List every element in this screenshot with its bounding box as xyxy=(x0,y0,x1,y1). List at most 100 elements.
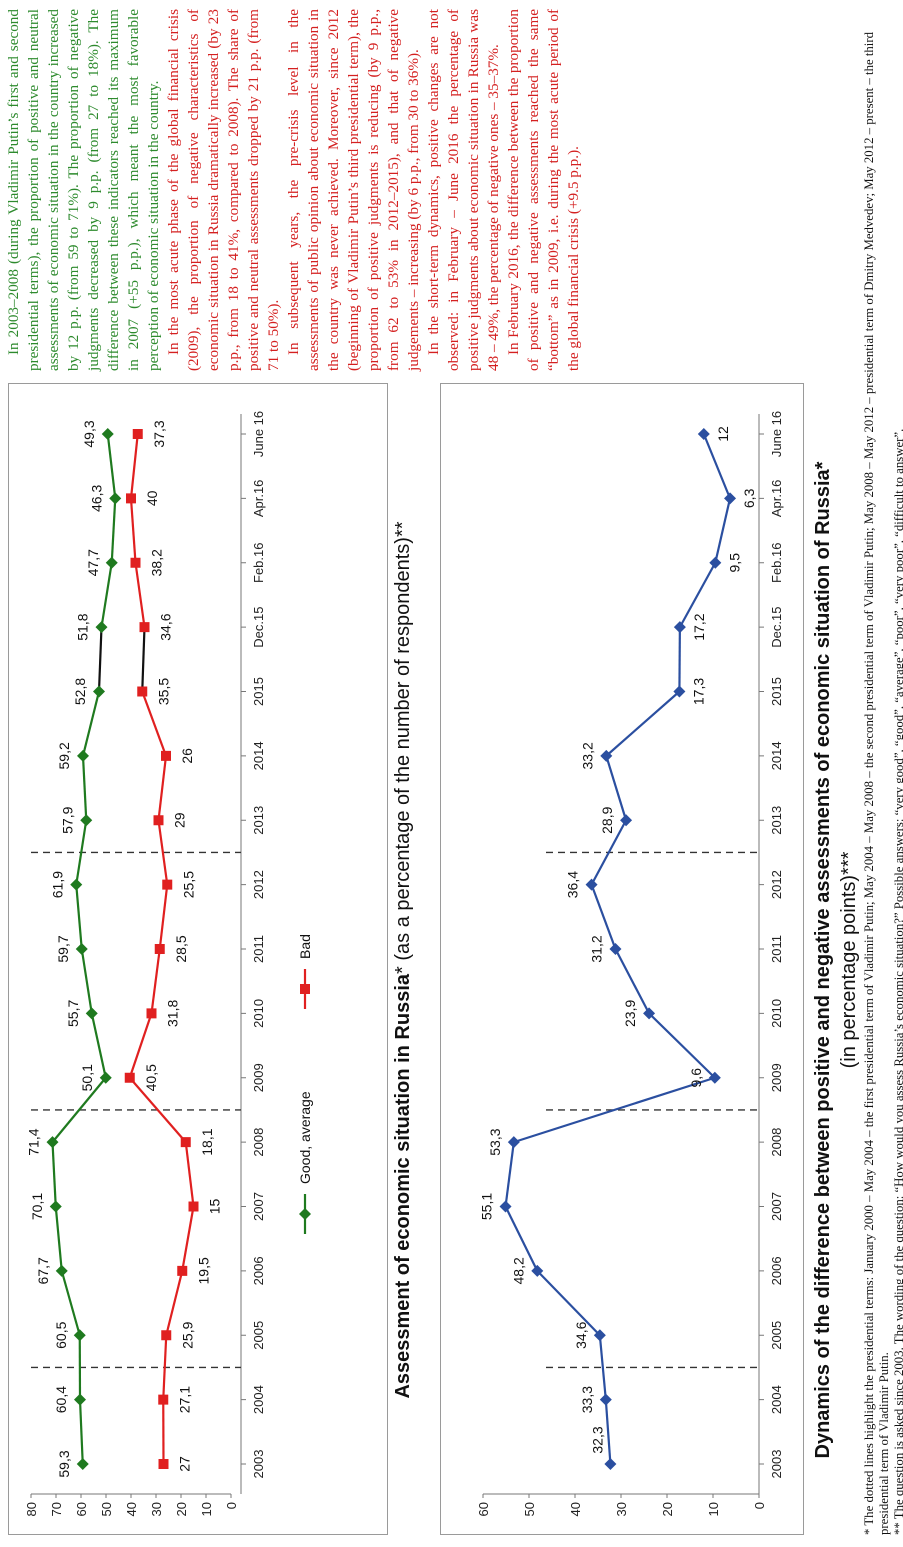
y-tick-label: 50 xyxy=(522,1502,537,1516)
point-difference xyxy=(673,621,686,634)
chart2-title-main: Dynamics of the difference between posit… xyxy=(812,461,834,1459)
point-good-average xyxy=(95,621,108,634)
series-segment xyxy=(90,1013,107,1078)
series-segment xyxy=(78,1399,84,1465)
legend-bad-marker xyxy=(300,984,310,994)
x-tick-label: 2014 xyxy=(769,741,784,770)
point-bad xyxy=(162,879,173,890)
series-segment xyxy=(590,884,617,950)
series-segment xyxy=(598,1335,607,1400)
series-segment xyxy=(157,755,168,821)
series-segment xyxy=(106,433,117,499)
data-label: 57,9 xyxy=(59,806,75,833)
series-segment xyxy=(181,1206,195,1272)
series-segment xyxy=(75,820,88,885)
series-segment xyxy=(504,1206,539,1272)
series-segment xyxy=(51,1077,107,1143)
point-bad xyxy=(161,750,171,761)
point-bad xyxy=(126,493,136,504)
x-tick-label: 2007 xyxy=(769,1192,784,1221)
y-tick-label: 70 xyxy=(49,1502,64,1516)
data-label: 25,9 xyxy=(179,1321,195,1348)
series-segment xyxy=(158,884,169,950)
series-segment xyxy=(150,948,161,1014)
x-tick-label: 2009 xyxy=(251,1063,266,1092)
point-difference xyxy=(609,943,622,955)
series-segment xyxy=(128,1013,153,1079)
point-good-average xyxy=(75,943,88,955)
paragraph-crisis-2009: In the most acute phase of the global fi… xyxy=(165,9,282,371)
x-tick-label: 2008 xyxy=(769,1128,784,1157)
x-tick-label: Feb.16 xyxy=(769,543,784,583)
series-segment xyxy=(80,948,93,1014)
x-tick-label: 2004 xyxy=(251,1385,266,1414)
series-segment xyxy=(157,820,169,885)
point-good-average xyxy=(46,1136,59,1149)
data-label: 60,4 xyxy=(53,1386,69,1413)
data-label: 70,1 xyxy=(29,1193,45,1220)
point-bad xyxy=(158,1459,169,1469)
x-tick-label: Dec.15 xyxy=(769,607,784,648)
series-segment xyxy=(605,690,681,757)
point-bad xyxy=(130,557,141,568)
data-label: 33,3 xyxy=(579,1386,595,1413)
data-label: 53,3 xyxy=(487,1128,503,1155)
series-segment xyxy=(605,755,628,821)
x-tick-label: 2010 xyxy=(769,999,784,1028)
point-good-average xyxy=(77,749,89,762)
data-label: 51,8 xyxy=(75,613,91,640)
x-tick-label: June 16 xyxy=(251,411,266,457)
point-difference xyxy=(643,1007,656,1020)
chart-economic-assessment: 0 10 20 30 40 50 60 70 80 2003 2004 2005 2006 2007 200… xyxy=(8,383,388,1535)
paragraph-february-2016: In February 2016, the difference between… xyxy=(505,9,582,371)
data-label: 36,4 xyxy=(565,871,581,898)
series-segment xyxy=(162,1335,168,1400)
series-segment xyxy=(141,627,146,692)
series-segment xyxy=(141,691,168,757)
series-segment xyxy=(128,1077,187,1143)
x-tick-label: 2008 xyxy=(251,1128,266,1157)
x-tick-label: 2014 xyxy=(251,741,266,770)
data-label: 34,6 xyxy=(573,1321,589,1348)
point-difference xyxy=(507,1136,520,1149)
data-label: 27 xyxy=(177,1456,193,1472)
series-segment xyxy=(536,1270,601,1337)
series-segment xyxy=(648,1012,716,1079)
footnotes: * The dotted lines highlight the preside… xyxy=(862,9,903,1535)
analysis-text: In 2003–2008 (during Vladimir Putin’s fi… xyxy=(4,9,584,371)
y-tick-label: 10 xyxy=(199,1502,214,1516)
point-difference xyxy=(724,492,737,505)
y-tick-label: 30 xyxy=(149,1502,164,1516)
x-tick-label: 2011 xyxy=(769,935,784,963)
y-tick-label: 50 xyxy=(99,1502,114,1516)
point-difference xyxy=(620,814,633,827)
data-label: 17,2 xyxy=(691,613,707,640)
data-label: 49,3 xyxy=(81,420,97,447)
point-good-average xyxy=(76,1458,89,1470)
point-difference xyxy=(604,1458,617,1470)
data-label: 26 xyxy=(179,748,195,764)
x-tick-label: 2006 xyxy=(769,1256,784,1285)
legend-good-label: Good, average xyxy=(297,1091,313,1184)
series-segment xyxy=(110,498,117,563)
data-label: 17,3 xyxy=(690,678,706,705)
data-label: 60,5 xyxy=(53,1321,69,1348)
data-label: 31,2 xyxy=(588,935,604,962)
data-label: 55,1 xyxy=(479,1193,495,1220)
x-tick-label: 2012 xyxy=(769,870,784,899)
point-bad xyxy=(124,1072,135,1083)
series-segment xyxy=(81,755,88,821)
footnote-2: ** The question is asked since 2003. The… xyxy=(892,428,903,1535)
data-label: 48,2 xyxy=(510,1257,526,1284)
x-tick-label: 2013 xyxy=(251,806,266,835)
series-segment xyxy=(81,691,101,757)
point-bad xyxy=(180,1137,191,1148)
point-bad xyxy=(154,944,165,954)
point-good-average xyxy=(93,685,105,698)
point-bad xyxy=(139,622,150,633)
data-label: 40 xyxy=(144,490,160,506)
data-label: 40,5 xyxy=(143,1064,159,1091)
data-label: 55,7 xyxy=(65,1000,81,1027)
y-tick-label: 30 xyxy=(614,1502,629,1516)
